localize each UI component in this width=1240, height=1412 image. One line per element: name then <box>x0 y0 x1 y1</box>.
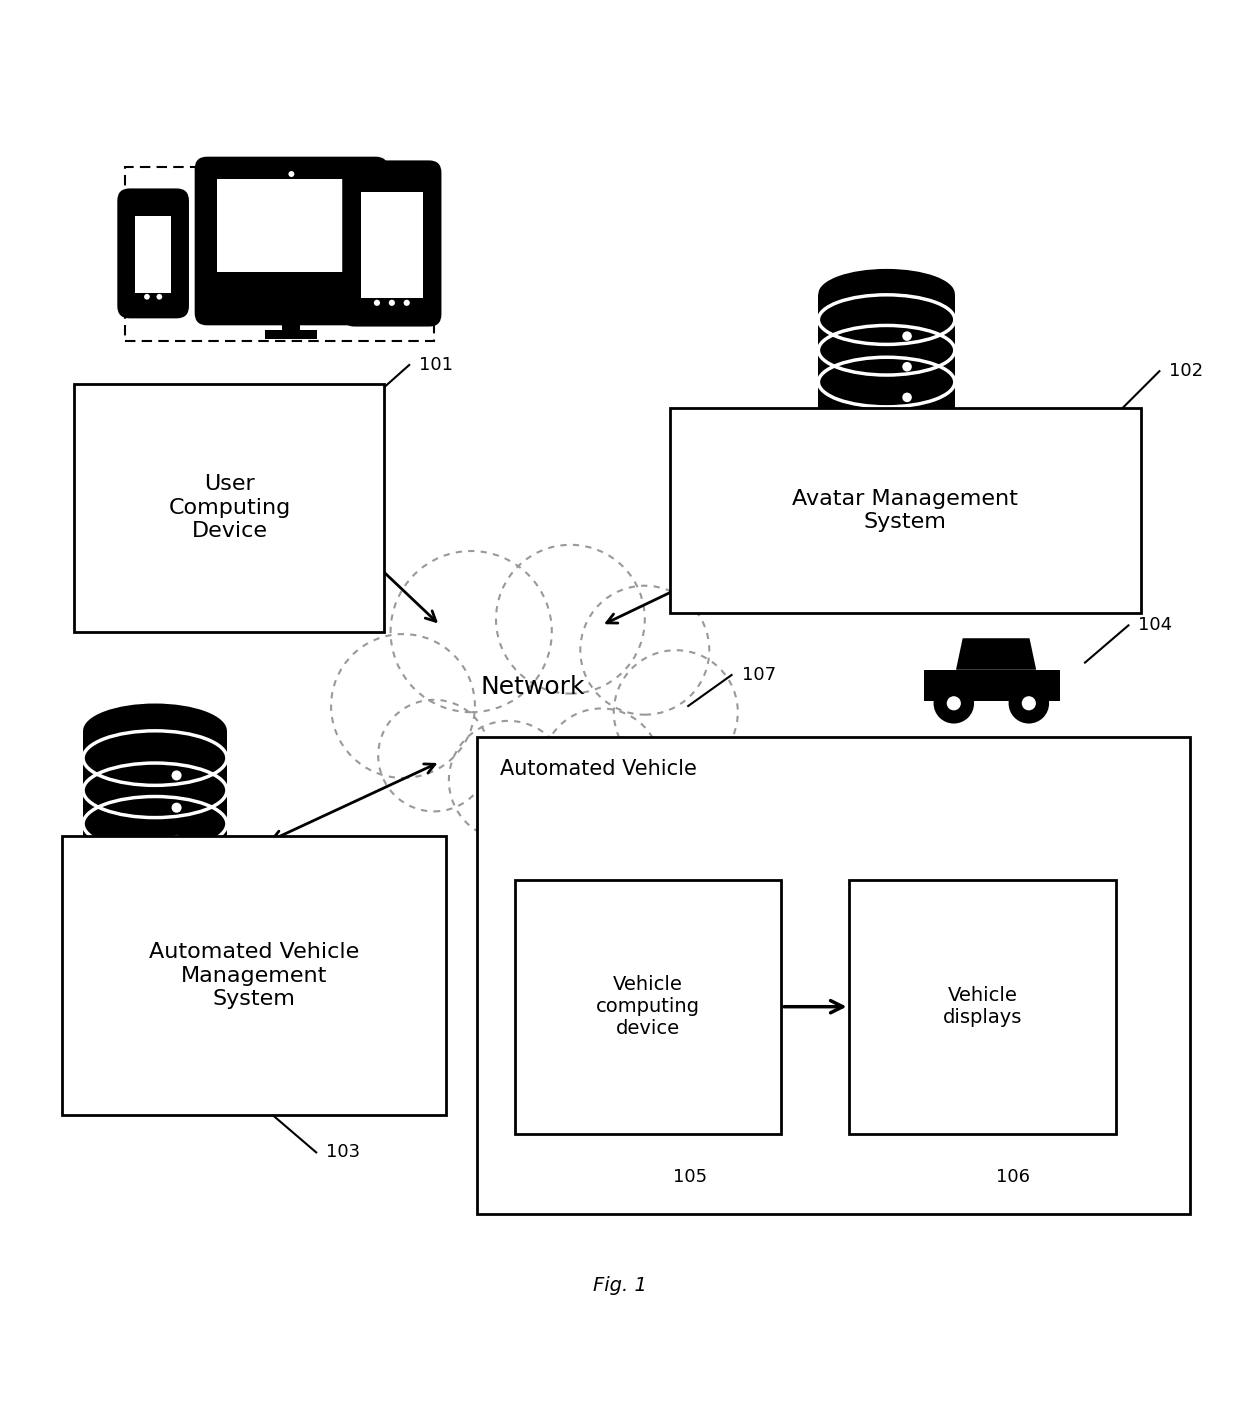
Bar <box>135 216 171 292</box>
Bar <box>217 179 366 273</box>
Circle shape <box>171 771 181 781</box>
Text: Vehicle
displays: Vehicle displays <box>942 986 1023 1027</box>
Circle shape <box>374 299 379 306</box>
Circle shape <box>171 802 181 813</box>
Circle shape <box>289 171 294 176</box>
Text: Automated Vehicle
Management
System: Automated Vehicle Management System <box>149 942 360 1010</box>
Circle shape <box>389 299 396 306</box>
Bar <box>361 298 423 308</box>
Circle shape <box>378 700 490 812</box>
Text: 105: 105 <box>673 1168 708 1186</box>
Circle shape <box>144 294 150 299</box>
Circle shape <box>156 294 162 299</box>
Ellipse shape <box>818 387 955 436</box>
Circle shape <box>542 709 661 827</box>
Bar <box>515 880 781 1134</box>
Bar <box>135 206 171 216</box>
Text: 104: 104 <box>1138 617 1173 634</box>
Bar <box>849 880 1116 1134</box>
Bar <box>670 408 1141 613</box>
Circle shape <box>331 634 475 778</box>
Text: 103: 103 <box>326 1144 361 1162</box>
Bar <box>361 192 423 298</box>
Circle shape <box>404 299 410 306</box>
Ellipse shape <box>818 268 955 319</box>
Circle shape <box>171 834 181 844</box>
FancyBboxPatch shape <box>195 157 388 325</box>
Text: Fig. 1: Fig. 1 <box>593 1276 647 1295</box>
Text: Vehicle
computing
device: Vehicle computing device <box>596 976 699 1038</box>
Bar <box>818 294 955 411</box>
Bar <box>477 737 1190 1214</box>
Circle shape <box>903 361 911 371</box>
Bar <box>265 330 317 339</box>
Bar <box>74 384 384 631</box>
Circle shape <box>934 683 975 723</box>
Circle shape <box>496 545 645 693</box>
Text: User
Computing
Device: User Computing Device <box>169 474 290 541</box>
Circle shape <box>1022 696 1035 710</box>
Bar <box>83 731 227 854</box>
Circle shape <box>614 650 738 774</box>
Text: Network: Network <box>481 675 585 699</box>
Bar <box>924 669 1060 702</box>
Circle shape <box>449 722 568 840</box>
Text: Automated Vehicle: Automated Vehicle <box>500 760 697 779</box>
Ellipse shape <box>83 827 227 882</box>
Text: 101: 101 <box>419 356 453 374</box>
Text: 107: 107 <box>742 666 776 683</box>
Bar <box>125 167 434 342</box>
Text: 102: 102 <box>1169 363 1204 380</box>
FancyBboxPatch shape <box>118 188 188 318</box>
Circle shape <box>946 696 961 710</box>
Text: 106: 106 <box>996 1168 1029 1186</box>
Circle shape <box>391 551 552 712</box>
Circle shape <box>580 586 709 714</box>
FancyBboxPatch shape <box>342 161 441 326</box>
Circle shape <box>903 332 911 340</box>
Bar <box>62 836 446 1115</box>
Text: Avatar Management
System: Avatar Management System <box>792 489 1018 532</box>
Circle shape <box>903 393 911 402</box>
Ellipse shape <box>83 703 227 758</box>
Bar <box>135 292 171 301</box>
Bar <box>1042 676 1060 692</box>
Bar <box>217 273 366 304</box>
Polygon shape <box>956 638 1037 669</box>
Bar <box>283 313 300 330</box>
Circle shape <box>1008 683 1049 723</box>
